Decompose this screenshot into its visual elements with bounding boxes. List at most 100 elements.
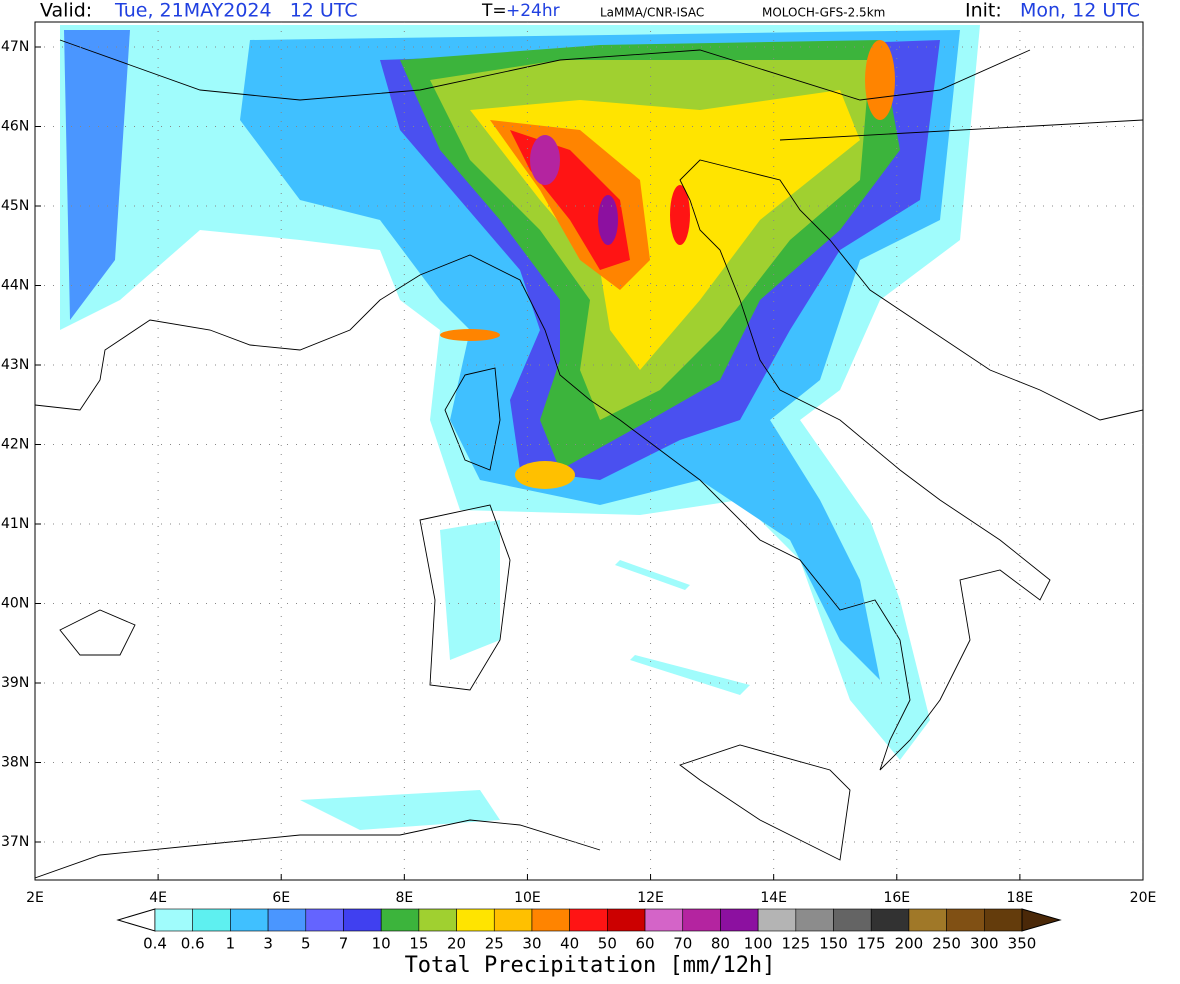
lon-label: 2E	[26, 890, 44, 906]
colorbar-label: 0.4	[143, 935, 167, 953]
colorbar-label: 15	[409, 935, 428, 953]
lat-label: 43N	[1, 357, 29, 373]
model: MOLOCH-GFS-2.5km	[762, 6, 885, 20]
colorbar-box	[795, 908, 834, 932]
lon-label: 4E	[149, 890, 167, 906]
colorbar-label: 300	[970, 935, 999, 953]
colorbar-box	[380, 908, 420, 932]
lat-label: 38N	[1, 755, 29, 771]
colorbar-label: 70	[673, 935, 692, 953]
precipitation-field	[60, 25, 980, 830]
rain-core	[670, 185, 690, 245]
rain-core	[530, 135, 560, 185]
colorbar-box	[644, 908, 684, 932]
colorbar-label: 100	[744, 935, 773, 953]
colorbar-box	[757, 908, 797, 932]
axis-labels: 47N 46N 45N 44N 43N 42N 41N 40N 39N 38N 37N 2E 4E 6E 8…	[1, 39, 1156, 906]
lon-label: 18E	[1007, 890, 1034, 906]
header: Valid: Tue, 21MAY2024 12 UTC T= +24hr La…	[40, 0, 1140, 22]
colorbar-box	[569, 908, 608, 932]
lon-label: 16E	[883, 890, 910, 906]
borders	[59, 39, 1143, 141]
colorbar-box	[870, 908, 910, 932]
map-frame	[34, 21, 1144, 881]
colorbar-box	[418, 908, 457, 932]
colorbar-label: 10	[372, 935, 391, 953]
rain-area	[300, 790, 500, 830]
sardinia	[419, 504, 511, 691]
colorbar-box	[305, 908, 344, 932]
africa-coast	[35, 819, 601, 879]
colorbar-label: 7	[339, 935, 349, 953]
mainland-coast	[35, 159, 1143, 771]
colorbar-label: 5	[301, 935, 311, 953]
colorbar-label: 50	[598, 935, 617, 953]
colorbar-box	[230, 908, 269, 932]
lat-label: 39N	[1, 675, 29, 691]
lat-label: 45N	[1, 198, 29, 214]
valid-label: Valid:	[40, 0, 92, 22]
t-label: T=	[481, 1, 507, 21]
source: LaMMA/CNR-ISAC	[600, 6, 704, 20]
rain-area	[440, 520, 500, 660]
colorbar-label: 30	[522, 935, 541, 953]
colorbar-label: 350	[1008, 935, 1037, 953]
rain-area	[615, 560, 690, 590]
colorbar-box	[833, 908, 872, 932]
corsica	[444, 367, 501, 471]
rain-area	[630, 655, 750, 695]
colorbar-label: 80	[711, 935, 730, 953]
colorbar-label: 175	[857, 935, 886, 953]
coastlines	[35, 39, 1143, 879]
lat-label: 46N	[1, 119, 29, 135]
colorbar-label: 1	[226, 935, 236, 953]
colorbar-box	[531, 908, 570, 932]
colorbar-box	[984, 908, 1023, 932]
colorbar-arrow	[116, 908, 156, 932]
colorbar-box	[267, 908, 307, 932]
mallorca	[59, 609, 136, 656]
colorbar-label: 125	[782, 935, 811, 953]
lon-label: 20E	[1130, 890, 1157, 906]
colorbar-box	[154, 908, 193, 932]
colorbar-box	[456, 908, 495, 932]
colorbar-label: 0.6	[181, 935, 205, 953]
colorbar-box	[343, 908, 382, 932]
sicily	[679, 744, 851, 861]
rain-core	[440, 329, 500, 341]
colorbar-box	[720, 908, 759, 932]
init-label: Init:	[965, 0, 1002, 22]
colorbar-title: Total Precipitation [mm/12h]	[405, 953, 776, 978]
lat-label: 40N	[1, 596, 29, 612]
colorbar-box	[682, 908, 721, 932]
colorbar: 0.4 0.6 1 3 5 7 10 15 20 25 30 40 50 60 70 80 100 125 150 1…	[116, 908, 1062, 953]
lat-label: 37N	[1, 834, 29, 850]
colorbar-label: 40	[560, 935, 579, 953]
colorbar-label: 200	[895, 935, 924, 953]
colorbar-box	[908, 908, 947, 932]
rain-area	[64, 30, 130, 320]
lat-label: 42N	[1, 437, 29, 453]
colorbar-label: 60	[635, 935, 654, 953]
lon-label: 10E	[514, 890, 541, 906]
colorbar-label: 20	[447, 935, 466, 953]
init-value: Mon, 12 UTC	[1020, 0, 1140, 22]
rain-core	[865, 40, 895, 120]
lon-label: 12E	[637, 890, 664, 906]
colorbar-box	[493, 908, 533, 932]
rain-core	[515, 461, 575, 489]
lat-label: 41N	[1, 516, 29, 532]
lon-label: 14E	[760, 890, 787, 906]
colorbar-box	[607, 908, 646, 932]
colorbar-box	[192, 908, 231, 932]
colorbar-label: 25	[485, 935, 504, 953]
lat-label: 44N	[1, 278, 29, 294]
colorbar-label: 250	[932, 935, 961, 953]
colorbar-arrow	[1021, 908, 1062, 932]
lon-label: 6E	[272, 890, 290, 906]
t-value: +24hr	[506, 1, 560, 21]
colorbar-label: 3	[263, 935, 273, 953]
lat-label: 47N	[1, 39, 29, 55]
